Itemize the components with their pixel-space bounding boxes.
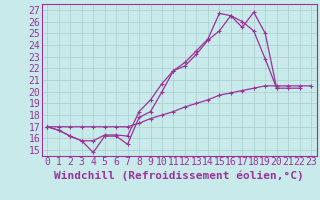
X-axis label: Windchill (Refroidissement éolien,°C): Windchill (Refroidissement éolien,°C)	[54, 170, 304, 181]
